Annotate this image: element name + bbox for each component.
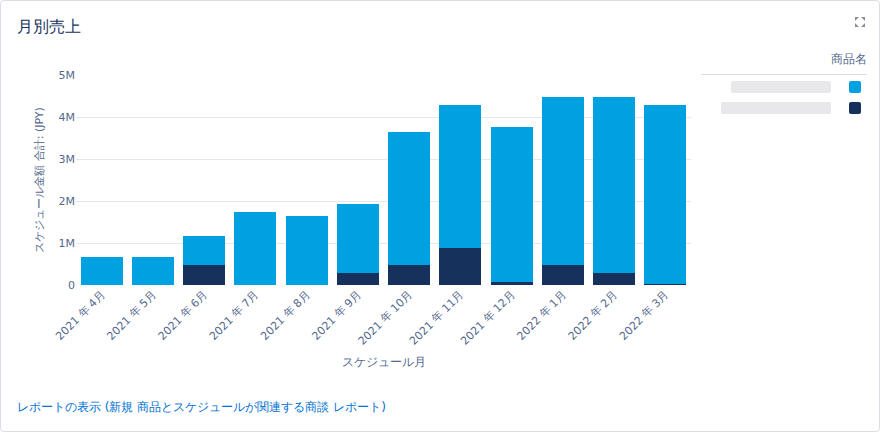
svg-text:2021 年 4月: 2021 年 4月 xyxy=(53,288,107,342)
html-text:月別売上: 月別売上 xyxy=(17,17,81,36)
svg-text:2021 年 7月: 2021 年 7月 xyxy=(207,288,261,342)
svg-text:2021 年 6月: 2021 年 6月 xyxy=(156,288,210,342)
svg-text:2021 年 9月: 2021 年 9月 xyxy=(309,288,363,342)
svg-text:3M: 3M xyxy=(59,153,76,166)
svg-text:2021 年 12月: 2021 年 12月 xyxy=(458,288,517,347)
svg-text:0: 0 xyxy=(68,279,75,292)
svg-text:2021 年 8月: 2021 年 8月 xyxy=(258,288,312,342)
svg-text:スケジュール月: スケジュール月 xyxy=(342,355,426,369)
svg-text:4M: 4M xyxy=(59,111,76,124)
svg-text:2022 年 3月: 2022 年 3月 xyxy=(617,288,671,342)
svg-text:2021 年 10月: 2021 年 10月 xyxy=(356,288,415,347)
svg-text:5M: 5M xyxy=(59,69,76,82)
svg-text:スケジュール金額 合計: (JPY): スケジュール金額 合計: (JPY) xyxy=(33,107,46,253)
html-text:レポートの表示 (新規 商品とスケジュールが関連する商談 レ: レポートの表示 (新規 商品とスケジュールが関連する商談 レポート) xyxy=(17,400,386,414)
svg-text:2021 年 11月: 2021 年 11月 xyxy=(407,288,466,347)
svg-text:2022 年 1月: 2022 年 1月 xyxy=(514,288,568,342)
svg-text:2021 年 5月: 2021 年 5月 xyxy=(104,288,158,342)
svg-text:2M: 2M xyxy=(59,195,76,208)
svg-text:1M: 1M xyxy=(59,237,76,250)
html-text:商品名: 商品名 xyxy=(831,52,867,66)
svg-text:2022 年 2月: 2022 年 2月 xyxy=(566,288,620,342)
